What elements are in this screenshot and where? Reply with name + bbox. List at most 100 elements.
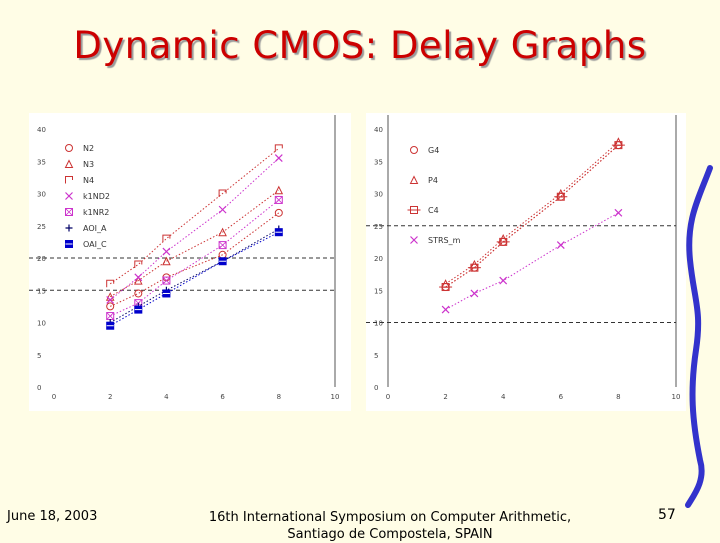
data-point — [274, 228, 283, 237]
data-point — [611, 141, 625, 150]
y-tick-label: 5 — [374, 352, 378, 360]
x-tick-label: 8 — [616, 393, 620, 401]
data-point — [106, 279, 115, 288]
data-point — [134, 289, 143, 298]
legend-marker — [65, 208, 73, 216]
legend-label: P4 — [428, 176, 438, 185]
data-point — [470, 289, 479, 298]
slide-title: Dynamic CMOS: Delay Graphs — [73, 24, 647, 67]
delay-chart-left-panel: 0 5 10 15 20 25 30 35 40 0 2 4 6 8 10 N2 N3 N4 k1ND2 k1NR2 A… — [29, 113, 351, 411]
data-point — [162, 276, 171, 285]
data-point — [274, 144, 283, 152]
y-tick-label: 15 — [37, 287, 46, 295]
data-point — [106, 321, 115, 330]
y-tick-label: 0 — [37, 384, 41, 392]
data-point — [499, 276, 508, 285]
y-tick-label: 0 — [374, 384, 378, 392]
legend-marker — [64, 159, 74, 168]
x-tick-label: 4 — [501, 393, 506, 401]
data-point — [162, 247, 171, 256]
series-line — [109, 157, 280, 301]
x-tick-label: 6 — [559, 393, 564, 401]
data-point — [106, 302, 115, 311]
data-point — [274, 185, 284, 195]
x-tick-label: 2 — [108, 393, 112, 401]
y-tick-label: 20 — [374, 255, 383, 263]
series-line — [109, 147, 280, 285]
legend-marker — [410, 236, 418, 244]
legend-marker — [65, 192, 73, 200]
data-point — [496, 237, 510, 246]
data-point — [106, 312, 115, 321]
series-line — [109, 189, 280, 298]
legend-marker — [65, 240, 73, 248]
x-tick-label: 2 — [443, 393, 447, 401]
series-line — [445, 144, 619, 288]
legend-marker — [409, 175, 419, 184]
y-tick-label: 35 — [37, 158, 46, 166]
data-point — [274, 195, 283, 204]
decorative-squiggle — [685, 165, 713, 508]
legend-label: N2 — [83, 144, 94, 153]
y-tick-label: 5 — [37, 352, 41, 360]
legend-label: N3 — [83, 160, 94, 169]
x-tick-label: 0 — [386, 393, 390, 401]
legend-marker — [65, 176, 73, 184]
x-tick-label: 10 — [672, 393, 681, 401]
footer-conference: 16th International Symposium on Computer… — [200, 509, 580, 543]
legend-marker — [65, 224, 73, 232]
delay-chart-left: 0 5 10 15 20 25 30 35 40 0 2 4 6 8 10 N2 N3 N4 k1ND2 k1NR2 A… — [29, 115, 339, 401]
series-line — [445, 141, 619, 285]
data-point — [106, 296, 115, 304]
data-point — [162, 289, 171, 298]
y-tick-label: 10 — [374, 320, 383, 328]
legend-label: STRS_m — [428, 236, 461, 245]
x-tick-label: 6 — [220, 393, 225, 401]
data-point — [162, 234, 171, 243]
legend-label: k1ND2 — [83, 192, 110, 201]
series-line — [109, 228, 280, 323]
y-tick-label: 15 — [374, 287, 383, 295]
data-point — [274, 154, 283, 162]
delay-chart-right: 0 5 10 15 20 25 30 35 40 0 2 4 6 8 10 G4 P4 C4 STRS_m — [366, 115, 681, 401]
data-point — [274, 208, 283, 217]
y-tick-label: 25 — [374, 223, 383, 231]
data-point — [162, 256, 171, 266]
footer-conference-line1: 16th International Symposium on Computer… — [208, 510, 572, 525]
data-point — [218, 257, 227, 266]
y-tick-label: 20 — [37, 255, 46, 263]
page-number: 57 — [658, 507, 676, 523]
data-point — [441, 305, 450, 314]
data-point — [134, 260, 143, 268]
series-line — [109, 231, 280, 327]
footer-conference-line2: Santiago de Compostela, SPAIN — [287, 527, 493, 542]
legend-label: k1NR2 — [83, 208, 109, 217]
x-tick-label: 4 — [164, 393, 169, 401]
legend-label: G4 — [428, 146, 439, 155]
y-tick-label: 35 — [374, 158, 383, 166]
legend-label: AOI_A — [83, 224, 107, 233]
data-point — [218, 241, 227, 250]
data-point — [218, 189, 227, 197]
y-tick-label: 40 — [37, 126, 46, 134]
data-point — [134, 273, 143, 282]
y-tick-label: 40 — [374, 126, 383, 134]
x-tick-label: 0 — [52, 393, 56, 401]
delay-chart-right-panel: 0 5 10 15 20 25 30 35 40 0 2 4 6 8 10 G4 P4 C4 STRS_m — [366, 113, 686, 411]
data-point — [467, 263, 481, 272]
data-point — [134, 305, 143, 314]
legend-label: C4 — [428, 206, 439, 215]
data-point — [556, 241, 565, 250]
legend-label: N4 — [83, 176, 94, 185]
legend-marker — [410, 146, 418, 154]
data-point — [614, 208, 623, 217]
legend-marker — [407, 206, 421, 214]
data-point — [439, 283, 453, 292]
y-tick-label: 25 — [37, 223, 46, 231]
data-point — [218, 227, 227, 237]
footer-date: June 18, 2003 — [7, 509, 98, 524]
y-tick-label: 30 — [37, 191, 46, 199]
legend-label: OAI_C — [83, 240, 107, 249]
legend-marker — [65, 144, 73, 152]
y-tick-label: 10 — [37, 320, 46, 328]
